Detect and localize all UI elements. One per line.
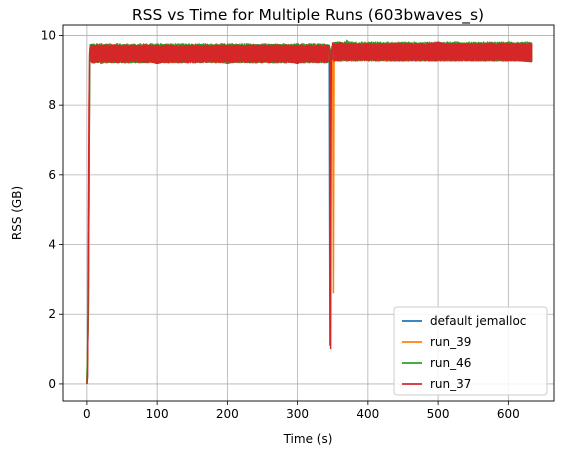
x-tick-label: 600 [497, 407, 520, 421]
y-tick-label: 8 [48, 98, 56, 112]
x-axis-label: Time (s) [283, 432, 333, 446]
series-run-37 [86, 41, 533, 384]
legend-label: run_46 [430, 356, 471, 370]
y-axis-label: RSS (GB) [10, 186, 24, 240]
chart-title: RSS vs Time for Multiple Runs (603bwaves… [132, 6, 484, 25]
axis-ticks: 0 100 200 300 400 500 600 0 2 4 6 8 10 [41, 28, 520, 421]
legend-label: run_39 [430, 335, 471, 349]
legend-box [393, 306, 548, 396]
axes-frame [62, 24, 555, 402]
x-tick-label: 200 [216, 407, 239, 421]
x-tick-label: 0 [83, 407, 91, 421]
x-tick-label: 300 [286, 407, 309, 421]
x-tick-label: 500 [427, 407, 450, 421]
series-layer [86, 39, 533, 384]
series-band [90, 42, 533, 64]
y-tick-label: 6 [48, 168, 56, 182]
y-tick-label: 2 [48, 307, 56, 321]
x-tick-label: 400 [356, 407, 379, 421]
legend: default jemalloc run_39 run_46 run_37 [393, 306, 548, 396]
y-tick-label: 10 [41, 28, 56, 42]
y-tick-label: 4 [48, 238, 56, 252]
y-tick-label: 0 [48, 377, 56, 391]
x-tick-label: 100 [146, 407, 169, 421]
grid-lines [63, 25, 554, 401]
legend-label: default jemalloc [430, 314, 526, 328]
legend-label: run_37 [430, 377, 471, 391]
